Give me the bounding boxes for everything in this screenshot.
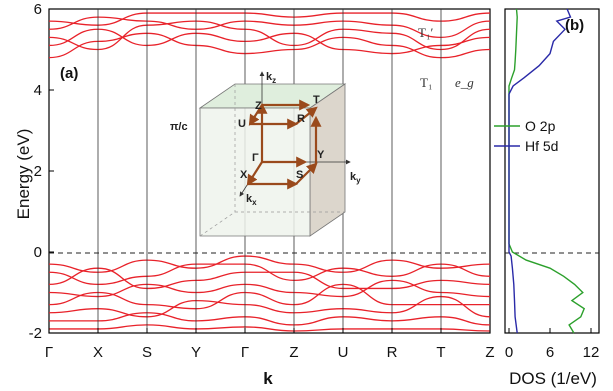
bz-point-t: T [313, 94, 320, 106]
dos-curves [508, 8, 586, 334]
t1-prime-label: T₁′ [418, 25, 433, 40]
bz-point-gamma: Γ [252, 152, 259, 164]
dos-tick-label: 6 [546, 344, 554, 361]
energy-tick-label: 2 [34, 163, 42, 180]
bz-point-r: R [297, 113, 305, 125]
kz-label: kz [266, 71, 276, 85]
band-curve-v4 [49, 279, 490, 298]
k-point-tick-label: Z [485, 344, 494, 361]
dos-curve-o2p [508, 8, 586, 334]
k-point-tick-label: Γ [241, 344, 249, 361]
kx-label: kx [246, 193, 257, 207]
brillouin-zone-inset: Z T U R Γ Y X S π/c kz ky kx [170, 71, 361, 237]
bz-point-x: X [240, 169, 248, 181]
k-point-tick-label: Y [191, 344, 201, 361]
k-point-tick-label: T [436, 344, 445, 361]
energy-ticks: -2 0 2 4 6 [29, 1, 54, 342]
x-axis-label: k [263, 369, 273, 388]
bz-point-z: Z [255, 100, 262, 112]
panel-b-label: (b) [565, 17, 584, 34]
panel-a-label: (a) [60, 65, 78, 82]
energy-tick-label: -2 [29, 325, 42, 342]
band-curve-v6 [49, 295, 490, 318]
dos-curve-hf5d [508, 8, 572, 334]
dos-legend: O 2p Hf 5d [494, 118, 558, 154]
band-curve-v5 [49, 283, 490, 310]
bz-point-s: S [296, 169, 303, 181]
dos-axis-label: DOS (1/eV) [509, 369, 597, 388]
band-curve-c3 [49, 20, 490, 51]
pi-over-c-label: π/c [170, 121, 188, 133]
k-point-tick-label: U [338, 344, 349, 361]
ky-label: ky [350, 171, 361, 185]
dos-plot-frame [504, 8, 600, 334]
band-curve-c1 [49, 32, 490, 59]
energy-tick-label: 4 [34, 82, 42, 99]
band-curve-v1 [49, 255, 490, 273]
band-curve-c5 [49, 12, 490, 26]
energy-tick-label: 6 [34, 1, 42, 18]
band-curve-v3 [49, 267, 490, 290]
t1-label: T₁ [420, 75, 432, 90]
energy-tick-label: 0 [34, 244, 42, 261]
bz-point-u: U [238, 118, 246, 130]
dos-tick-label: 12 [583, 344, 600, 361]
eg-label: e_g [455, 75, 474, 90]
band-curve-v7 [49, 312, 490, 326]
bz-point-y: Y [317, 149, 325, 161]
band-curve-v2 [49, 263, 490, 286]
bands-group [49, 12, 490, 332]
k-point-tick-label: S [142, 344, 152, 361]
k-point-tick-label: Z [289, 344, 298, 361]
high-symmetry-lines [97, 9, 442, 333]
legend-label-o2p: O 2p [525, 118, 556, 134]
k-point-tick-label: R [387, 344, 398, 361]
band-curve-v8 [49, 324, 490, 332]
band-curve-c2 [49, 28, 490, 55]
k-point-tick-label: X [93, 344, 103, 361]
dos-ticks: 0 6 12 [505, 328, 600, 361]
k-point-tick-label: Γ [45, 344, 53, 361]
y-axis-label: Energy (eV) [14, 129, 33, 220]
dos-tick-label: 0 [505, 344, 513, 361]
legend-label-hf5d: Hf 5d [525, 138, 558, 154]
